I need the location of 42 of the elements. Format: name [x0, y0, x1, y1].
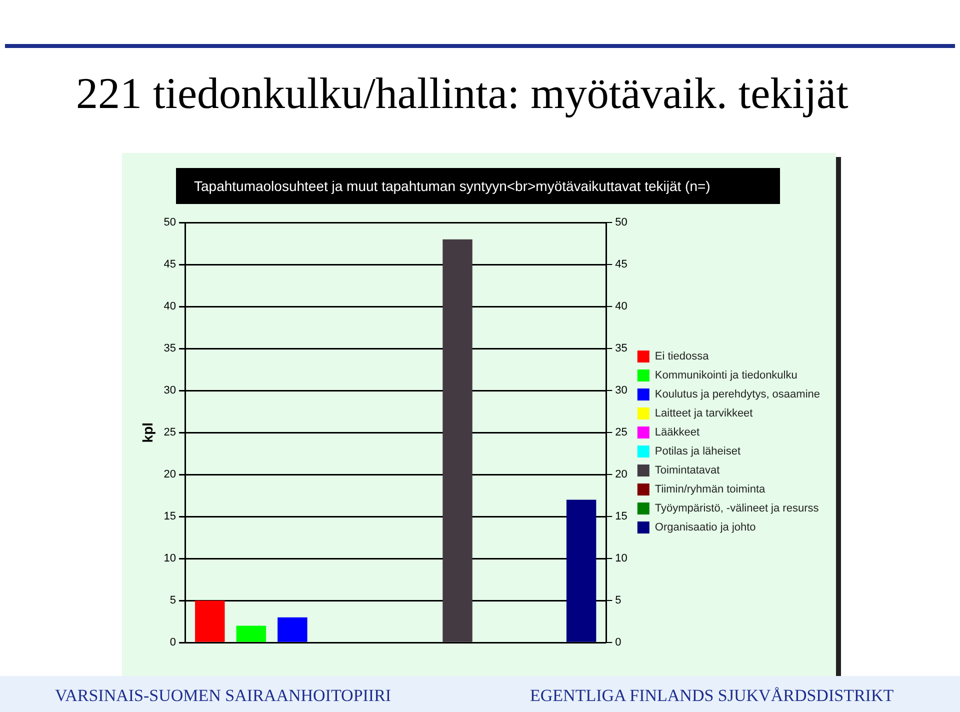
- y-tick-label: 10: [164, 552, 176, 565]
- chart-title: 221 tiedonkulku/hallinta: myötävaik. tekijät: [76, 68, 848, 119]
- y2-tick-label: 35: [615, 342, 628, 355]
- bar: [566, 500, 596, 642]
- legend-label: Organisaatio ja johto: [654, 522, 756, 534]
- legend-label: Potilas ja läheiset: [654, 446, 741, 458]
- y-tick-label: 25: [164, 426, 176, 439]
- y-tick-label: 45: [164, 258, 176, 271]
- legend-label: Tiimin/ryhmän toiminta: [654, 484, 766, 496]
- legend-label: Lääkkeet: [654, 426, 700, 439]
- y-tick-label: 50: [164, 216, 176, 229]
- chart-subtitle: Tapahtumaolosuhteet ja muut tapahtuman syntyyn<br>myötävaikuttavat tekijät (n=): [176, 168, 780, 204]
- y-tick-label: 15: [164, 510, 176, 523]
- legend-label: Ei tiedossa: [654, 350, 710, 363]
- legend-label: Toimintatavat: [654, 464, 720, 477]
- y-axis-title: kpl: [139, 422, 156, 443]
- y2-tick-label: 0: [615, 636, 622, 649]
- y2-tick-label: 10: [615, 552, 628, 565]
- y-tick-label: 5: [170, 594, 176, 607]
- y2-tick-label: 25: [615, 426, 628, 439]
- legend-label: Kommunikointi ja tiedonkulku: [654, 370, 798, 382]
- y2-tick-label: 40: [615, 300, 628, 313]
- bar: [195, 600, 225, 642]
- bar: [442, 239, 472, 642]
- bar: [278, 617, 308, 642]
- text: EGENTLIGA FINLANDS SJUKVÅRDSDISTRIKT: [530, 686, 894, 706]
- y2-tick-label: 30: [615, 384, 628, 397]
- y2-tick-label: 15: [615, 510, 628, 523]
- y2-tick-label: 20: [615, 468, 628, 481]
- y-tick-label: 40: [164, 300, 176, 313]
- bar: [236, 626, 266, 642]
- y-tick-label: 35: [164, 342, 176, 355]
- legend-label: Työympäristö, -välineet ja resurss: [654, 502, 820, 515]
- y2-tick-label: 5: [615, 594, 622, 607]
- y-tick-label: 30: [164, 384, 176, 397]
- legend-label: Koulutus ja perehdytys, osaamine: [654, 388, 820, 401]
- y-tick-label: 0: [170, 636, 176, 649]
- legend-label: Laitteet ja tarvikkeet: [654, 408, 753, 420]
- y-tick-label: 20: [164, 468, 176, 481]
- y2-tick-label: 50: [615, 216, 628, 229]
- y2-tick-label: 45: [615, 258, 628, 271]
- text: VARSINAIS-SUOMEN SAIRAANHOITOPIIRI: [55, 686, 392, 706]
